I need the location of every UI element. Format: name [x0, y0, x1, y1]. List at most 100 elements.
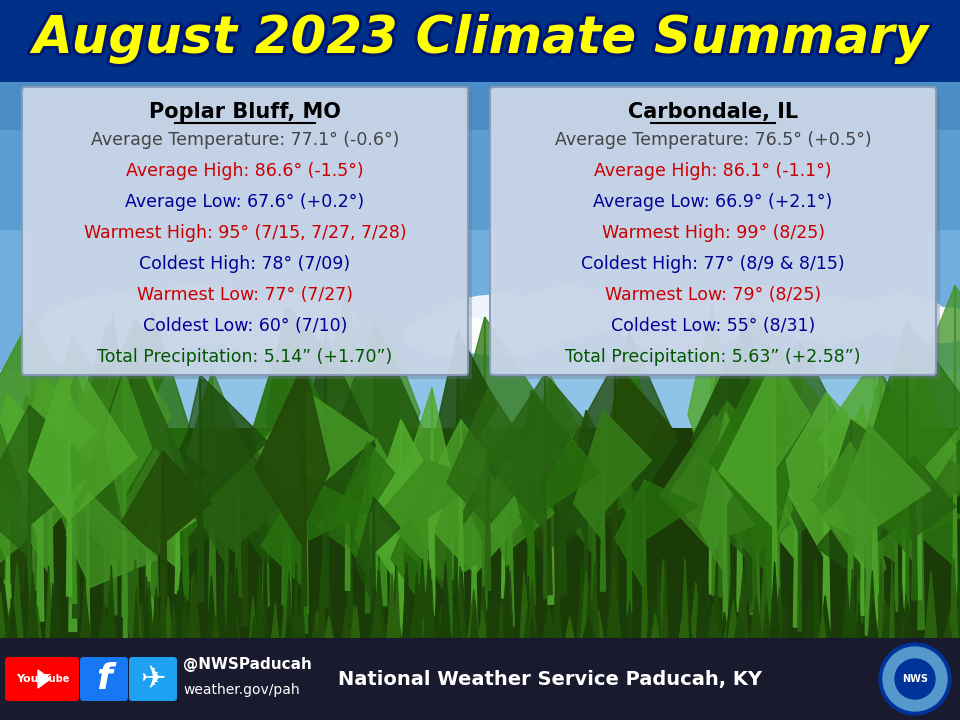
Polygon shape: [374, 438, 378, 638]
Polygon shape: [793, 423, 799, 627]
Polygon shape: [192, 449, 227, 566]
Polygon shape: [750, 467, 757, 612]
Polygon shape: [739, 479, 757, 575]
Text: Coldest Low: 55° (8/31): Coldest Low: 55° (8/31): [611, 317, 815, 335]
Polygon shape: [301, 477, 307, 633]
Polygon shape: [333, 441, 368, 577]
Polygon shape: [372, 433, 379, 613]
Polygon shape: [628, 601, 632, 638]
Polygon shape: [502, 459, 505, 598]
Text: Tube: Tube: [44, 674, 70, 684]
Text: August 2023 Climate Summary: August 2023 Climate Summary: [33, 11, 929, 61]
Polygon shape: [5, 607, 16, 638]
Polygon shape: [657, 567, 660, 638]
Polygon shape: [185, 580, 196, 638]
Polygon shape: [414, 420, 461, 561]
Polygon shape: [212, 616, 219, 638]
Polygon shape: [478, 588, 487, 638]
Polygon shape: [720, 357, 789, 481]
Polygon shape: [857, 428, 863, 623]
Polygon shape: [720, 423, 724, 593]
Polygon shape: [318, 433, 375, 569]
Polygon shape: [126, 439, 165, 537]
Polygon shape: [854, 321, 907, 554]
Polygon shape: [843, 580, 851, 638]
Polygon shape: [181, 595, 189, 638]
Polygon shape: [225, 449, 228, 631]
Polygon shape: [579, 562, 586, 638]
Ellipse shape: [135, 285, 265, 345]
Polygon shape: [499, 601, 503, 638]
Polygon shape: [161, 479, 186, 562]
Polygon shape: [865, 486, 872, 625]
Polygon shape: [282, 374, 288, 604]
Polygon shape: [412, 572, 422, 638]
Polygon shape: [228, 573, 234, 638]
Polygon shape: [819, 359, 875, 523]
Polygon shape: [520, 377, 551, 523]
Polygon shape: [899, 608, 908, 638]
Polygon shape: [879, 456, 915, 543]
Polygon shape: [772, 359, 777, 597]
Polygon shape: [713, 565, 719, 638]
Text: Average Temperature: 77.1° (-0.6°): Average Temperature: 77.1° (-0.6°): [91, 131, 399, 149]
Polygon shape: [805, 598, 813, 638]
Polygon shape: [644, 480, 698, 540]
Polygon shape: [501, 573, 512, 638]
Polygon shape: [812, 442, 851, 557]
Polygon shape: [614, 362, 676, 498]
Polygon shape: [58, 418, 73, 552]
Polygon shape: [772, 432, 779, 597]
Polygon shape: [132, 319, 138, 617]
Polygon shape: [869, 570, 876, 638]
Polygon shape: [586, 581, 593, 638]
Polygon shape: [608, 567, 619, 638]
Polygon shape: [261, 477, 304, 588]
Polygon shape: [51, 582, 61, 638]
Text: Warmest High: 99° (8/25): Warmest High: 99° (8/25): [602, 224, 825, 242]
Polygon shape: [709, 305, 715, 594]
Ellipse shape: [40, 295, 200, 365]
Polygon shape: [113, 314, 130, 514]
Polygon shape: [27, 395, 70, 535]
FancyBboxPatch shape: [5, 657, 79, 701]
Polygon shape: [175, 570, 187, 638]
Polygon shape: [150, 372, 180, 531]
Polygon shape: [73, 326, 107, 550]
Polygon shape: [164, 597, 172, 638]
Polygon shape: [14, 387, 34, 528]
Polygon shape: [281, 608, 287, 638]
Polygon shape: [814, 567, 820, 638]
Polygon shape: [132, 469, 178, 568]
Polygon shape: [306, 391, 374, 498]
Polygon shape: [383, 315, 420, 495]
Polygon shape: [869, 600, 877, 638]
Polygon shape: [918, 369, 922, 599]
Polygon shape: [23, 395, 30, 620]
Polygon shape: [424, 585, 430, 638]
Polygon shape: [798, 341, 802, 631]
Polygon shape: [953, 581, 960, 638]
Polygon shape: [51, 425, 91, 528]
Polygon shape: [28, 468, 33, 635]
Polygon shape: [614, 480, 644, 590]
Polygon shape: [574, 410, 603, 541]
Polygon shape: [0, 584, 11, 638]
Text: f: f: [96, 662, 112, 696]
Ellipse shape: [405, 315, 495, 355]
Polygon shape: [393, 565, 399, 638]
Polygon shape: [697, 567, 705, 638]
Polygon shape: [252, 616, 256, 638]
Text: August 2023 Climate Summary: August 2023 Climate Summary: [35, 13, 931, 63]
Polygon shape: [703, 577, 711, 638]
Polygon shape: [421, 449, 474, 573]
Polygon shape: [21, 560, 31, 638]
Polygon shape: [606, 573, 614, 638]
Polygon shape: [521, 585, 529, 638]
Polygon shape: [343, 608, 350, 638]
Polygon shape: [702, 310, 752, 512]
Polygon shape: [0, 457, 8, 553]
Polygon shape: [208, 370, 216, 617]
Polygon shape: [180, 427, 222, 562]
Polygon shape: [171, 605, 176, 638]
